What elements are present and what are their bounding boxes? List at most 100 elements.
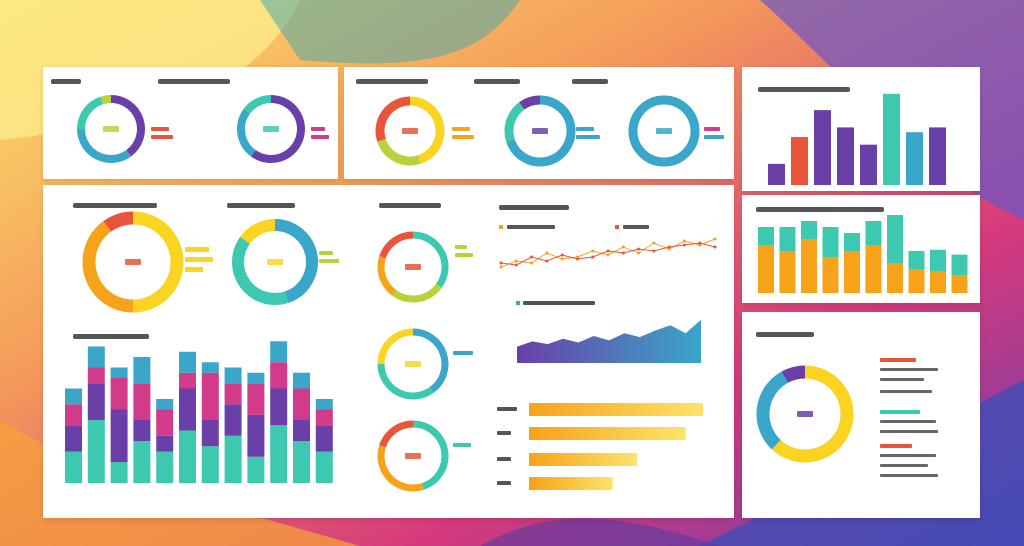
line-point bbox=[713, 245, 717, 249]
legend-placeholder bbox=[452, 135, 474, 139]
donut-chart-3 bbox=[375, 96, 445, 166]
line-point bbox=[606, 249, 610, 253]
bar-segment bbox=[87, 420, 105, 483]
legend-placeholder bbox=[880, 430, 938, 433]
bar-segment bbox=[87, 346, 105, 368]
title-placeholder bbox=[474, 79, 520, 84]
legend-placeholder bbox=[185, 257, 213, 262]
line-point bbox=[514, 259, 518, 263]
bar-segment bbox=[293, 420, 310, 441]
center-label-placeholder bbox=[125, 259, 141, 265]
legend-swatch bbox=[499, 225, 503, 229]
center-label-placeholder bbox=[405, 264, 421, 270]
bar-segment bbox=[110, 378, 128, 410]
bar-segment bbox=[110, 409, 128, 462]
card-top-left bbox=[43, 67, 338, 179]
hbar bbox=[529, 403, 703, 416]
bar bbox=[837, 127, 854, 185]
donut-chart-6 bbox=[82, 211, 184, 313]
bar-segment bbox=[779, 251, 796, 293]
donut-slice bbox=[504, 102, 525, 142]
bar-segment bbox=[87, 383, 105, 420]
line-point bbox=[591, 255, 595, 259]
donut-chart-2 bbox=[237, 95, 305, 163]
title-placeholder bbox=[51, 79, 81, 84]
area-chart bbox=[517, 319, 701, 363]
bar-segment bbox=[293, 388, 310, 420]
legend-placeholder bbox=[880, 444, 912, 448]
center-label-placeholder bbox=[402, 128, 418, 134]
bar-segment bbox=[887, 215, 903, 263]
bar bbox=[929, 127, 946, 185]
donut-slice bbox=[77, 96, 104, 130]
bar-segment bbox=[201, 446, 219, 483]
donut-slice bbox=[377, 256, 397, 296]
bar-segment bbox=[951, 275, 968, 293]
card-top-right bbox=[742, 67, 980, 191]
donut-chart-1 bbox=[77, 95, 145, 163]
line-point bbox=[667, 245, 671, 249]
line-point bbox=[514, 263, 518, 267]
bar-segment bbox=[908, 251, 925, 269]
category-label-placeholder bbox=[497, 481, 511, 485]
donut-slice bbox=[781, 365, 806, 384]
horizontal-bar-chart bbox=[497, 403, 703, 490]
line-point bbox=[545, 259, 549, 263]
bar-segment bbox=[270, 341, 288, 363]
bar-segment bbox=[844, 251, 860, 293]
bar-segment bbox=[293, 372, 310, 389]
donut-slice bbox=[628, 95, 700, 167]
legend-swatch bbox=[516, 301, 520, 305]
bar-segment bbox=[65, 388, 82, 405]
bar-segment bbox=[822, 227, 839, 257]
legend-swatch bbox=[615, 225, 619, 229]
bar-segment bbox=[65, 451, 82, 483]
title-placeholder bbox=[572, 79, 608, 84]
legend-placeholder bbox=[880, 378, 924, 381]
legend-placeholder bbox=[623, 225, 649, 229]
line-point bbox=[499, 261, 503, 265]
hbar bbox=[529, 477, 613, 490]
center-label-placeholder bbox=[405, 453, 421, 459]
donut-slice bbox=[103, 211, 134, 232]
legend-placeholder bbox=[880, 464, 928, 467]
line-series bbox=[500, 238, 716, 268]
donut-slice bbox=[82, 221, 134, 313]
bar bbox=[768, 163, 785, 185]
donut-slice bbox=[412, 328, 449, 393]
bar-segment bbox=[179, 372, 196, 389]
bar-segment bbox=[224, 367, 242, 384]
legend-placeholder bbox=[880, 390, 932, 393]
bar-segment bbox=[865, 245, 882, 293]
legend-placeholder bbox=[704, 135, 724, 139]
line-point bbox=[530, 255, 534, 259]
line-point bbox=[637, 251, 641, 255]
legend-placeholder bbox=[452, 127, 470, 131]
bar-segment bbox=[179, 388, 196, 431]
bar-segment bbox=[156, 409, 174, 436]
donut-slice bbox=[77, 128, 131, 163]
donut-slice bbox=[377, 363, 434, 400]
donut-chart-9 bbox=[377, 328, 449, 400]
legend-placeholder bbox=[455, 245, 467, 249]
stacked-bar-chart-bottom bbox=[65, 341, 333, 483]
bar-segment bbox=[270, 388, 288, 426]
donut-slice bbox=[519, 95, 541, 110]
legend-placeholder bbox=[311, 135, 329, 139]
title-placeholder bbox=[73, 203, 157, 208]
category-label-placeholder bbox=[497, 407, 517, 411]
bar-segment bbox=[110, 462, 128, 483]
area-series bbox=[517, 319, 701, 363]
bar-segment bbox=[133, 357, 151, 384]
bar-segment bbox=[156, 399, 174, 410]
bar-segment bbox=[179, 351, 196, 373]
bar-segment bbox=[758, 227, 774, 245]
bar-segment bbox=[293, 441, 310, 483]
legend-placeholder bbox=[880, 410, 920, 414]
bar-segment bbox=[315, 409, 333, 426]
donut-chart-4 bbox=[504, 95, 576, 167]
bar-segment bbox=[179, 430, 196, 483]
legend-placeholder bbox=[453, 443, 471, 447]
legend-placeholder bbox=[151, 135, 173, 139]
donut-slice bbox=[377, 138, 421, 166]
